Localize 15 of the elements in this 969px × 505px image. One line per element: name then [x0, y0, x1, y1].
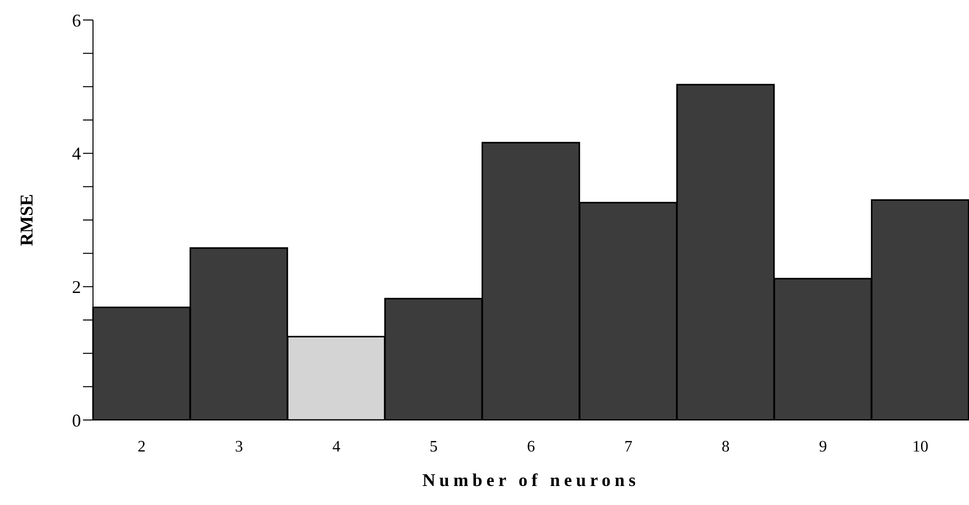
- y-tick-label: 6: [72, 10, 81, 30]
- x-tick-label: 9: [819, 438, 827, 456]
- y-tick-label: 4: [72, 144, 81, 164]
- y-tick-label: 2: [72, 277, 81, 298]
- x-tick-label: 6: [527, 438, 535, 456]
- x-tick-label: 10: [912, 438, 928, 456]
- x-tick-label: 7: [624, 438, 632, 456]
- x-tick-label: 4: [332, 438, 340, 456]
- x-tick-label: 3: [235, 438, 243, 456]
- y-axis-title: RMSE: [16, 194, 36, 246]
- x-tick-label: 2: [138, 438, 146, 456]
- y-tick-label: 0: [72, 410, 81, 430]
- x-tick-label: 5: [430, 438, 438, 456]
- x-tick-label: 8: [722, 438, 730, 456]
- x-axis-title: Number of neurons: [422, 470, 640, 490]
